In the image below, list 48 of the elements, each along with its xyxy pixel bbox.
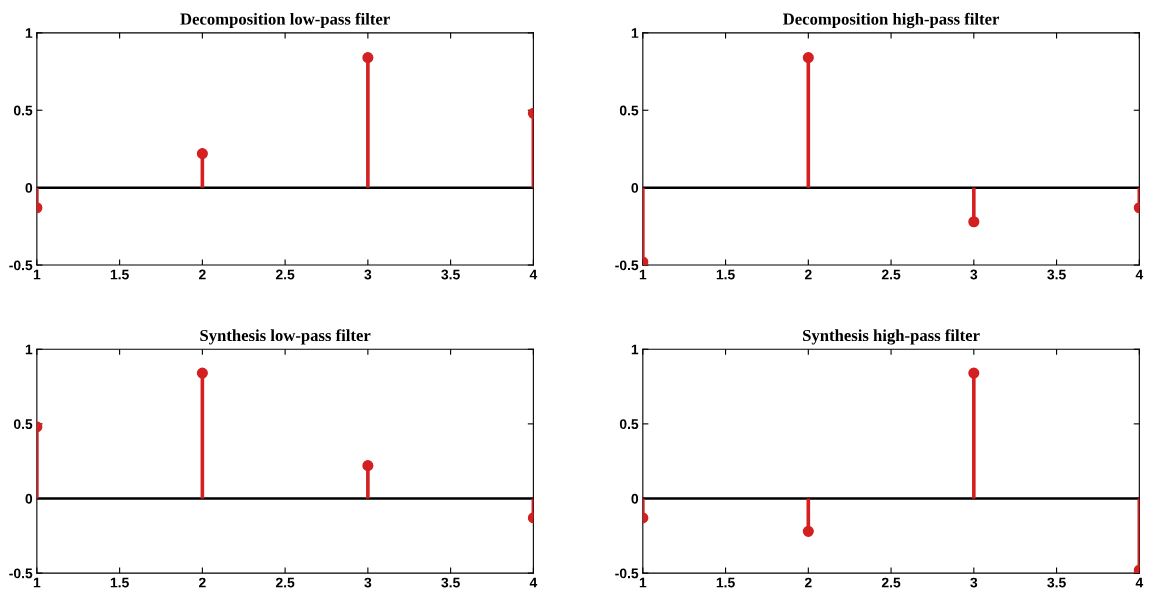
y-tick-label: -0.5 (9, 568, 33, 579)
x-tick-label: 1.5 (716, 269, 735, 280)
x-tick-label: 3.5 (441, 269, 460, 280)
y-tick-label: -0.5 (615, 260, 639, 271)
x-tick-label: 4 (1135, 269, 1144, 280)
x-tick-label: 2 (804, 577, 812, 588)
y-tick-label: 1 (631, 344, 639, 355)
x-tick-label: 1.5 (110, 269, 129, 280)
x-tick-label: 3 (970, 577, 978, 588)
x-tick-label: 2.5 (881, 269, 901, 280)
y-tick-label: 1 (25, 344, 33, 355)
x-tick-label: 3.5 (1047, 269, 1066, 280)
y-tick-label: 0 (25, 493, 33, 504)
x-tick-label: 4 (1135, 577, 1144, 588)
x-tick-label: 3 (364, 269, 372, 280)
x-tick-label: 2.5 (275, 577, 295, 588)
y-tick-label: 0.5 (13, 105, 33, 116)
y-tick-label: 0 (631, 182, 639, 193)
y-tick-label: 0.5 (619, 419, 639, 430)
y-tick-label: -0.5 (615, 568, 639, 579)
x-tick-label: 1 (33, 269, 41, 280)
x-tick-label: 4 (529, 577, 538, 588)
x-tick-label: 1.5 (110, 577, 129, 588)
x-tick-label: 1.5 (716, 577, 735, 588)
x-tick-label: 2 (198, 269, 206, 280)
chart-title: Decomposition low-pass filter (180, 12, 390, 29)
x-tick-label: 4 (529, 269, 538, 280)
x-tick-label: 2.5 (881, 577, 901, 588)
y-tick-label: 0 (631, 493, 639, 504)
x-tick-label: 2 (804, 269, 812, 280)
chart-title: Decomposition high-pass filter (783, 12, 1000, 29)
x-tick-label: 3 (364, 577, 372, 588)
chart-title: Synthesis high-pass filter (803, 329, 980, 345)
x-tick-label: 2.5 (275, 269, 295, 280)
y-tick-label: 1 (25, 28, 33, 38)
y-tick-label: 1 (631, 28, 639, 38)
chart-title: Synthesis low-pass filter (200, 329, 371, 345)
x-tick-label: 1 (639, 269, 647, 280)
x-tick-label: 1 (33, 577, 41, 588)
y-tick-label: 0 (25, 182, 33, 193)
x-tick-label: 2 (198, 577, 206, 588)
x-tick-label: 3.5 (1047, 577, 1066, 588)
y-tick-label: 0.5 (619, 105, 639, 116)
y-tick-label: -0.5 (9, 260, 33, 271)
x-tick-label: 1 (639, 577, 647, 588)
x-tick-label: 3.5 (441, 577, 460, 588)
x-tick-label: 3 (970, 269, 978, 280)
y-tick-label: 0.5 (13, 419, 33, 430)
